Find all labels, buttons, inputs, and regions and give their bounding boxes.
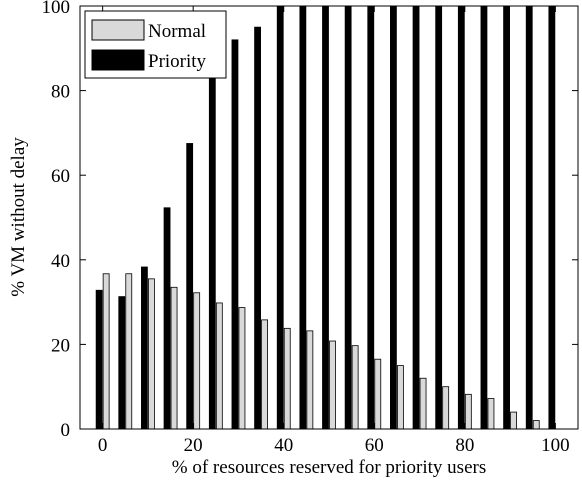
x-tick-label-40: 40 — [274, 435, 293, 456]
bar-normal-75 — [442, 386, 450, 430]
plot-frame — [79, 5, 579, 430]
x-tick-label-80: 80 — [455, 435, 474, 456]
x-tick-label-20: 20 — [184, 435, 203, 456]
legend-label-priority: Priority — [148, 51, 207, 72]
ticks-group: 0 20 40 60 80 100 0 20 40 60 80 100 — [42, 0, 578, 456]
bar-priority-90 — [503, 5, 510, 430]
bar-priority-65 — [390, 5, 397, 430]
x-tick-label-100: 100 — [541, 435, 570, 456]
bar-normal-40 — [283, 327, 291, 430]
y-tick-label-100: 100 — [42, 0, 71, 18]
bar-priority-55 — [344, 5, 352, 430]
bar-normal-25 — [215, 302, 223, 430]
bar-priority-5 — [118, 296, 126, 430]
y-axis-label: % VM without delay — [8, 137, 29, 297]
y-tick-label-60: 60 — [51, 166, 70, 187]
y-tick-label-0: 0 — [61, 420, 71, 441]
bar-priority-70 — [412, 5, 420, 430]
bar-normal-10 — [148, 278, 155, 430]
bar-priority-10 — [141, 266, 148, 430]
bar-priority-15 — [163, 207, 171, 430]
bar-normal-30 — [238, 307, 246, 430]
bar-normal-20 — [193, 292, 201, 430]
bar-normal-80 — [464, 393, 472, 430]
bar-normal-70 — [419, 377, 427, 430]
bar-priority-100 — [548, 5, 556, 430]
bar-normal-45 — [306, 330, 314, 430]
bar-priority-60 — [367, 5, 375, 430]
bar-priority-0 — [95, 289, 103, 430]
bar-priority-20 — [186, 143, 194, 430]
x-tick-label-60: 60 — [365, 435, 384, 456]
bar-normal-90 — [510, 411, 517, 430]
legend-swatch-normal — [91, 19, 145, 41]
bar-priority-35 — [254, 26, 261, 430]
bar-normal-15 — [170, 286, 178, 430]
bar-normal-60 — [374, 358, 382, 430]
bar-priority-30 — [231, 39, 239, 430]
legend-swatch-priority — [91, 49, 145, 71]
bar-priority-75 — [435, 5, 443, 430]
bar-normal-95 — [532, 420, 540, 430]
bar-priority-95 — [525, 5, 533, 430]
bar-priority-85 — [480, 5, 488, 430]
bar-normal-55 — [351, 345, 359, 430]
y-tick-label-20: 20 — [51, 335, 70, 356]
y-tick-label-40: 40 — [51, 251, 70, 272]
bar-priority-40 — [276, 5, 284, 430]
bar-priority-25 — [208, 76, 216, 430]
bar-priority-45 — [299, 5, 307, 430]
bar-normal-0 — [102, 273, 110, 430]
bar-normal-35 — [261, 319, 268, 430]
x-axis-label: % of resources reserved for priority use… — [172, 457, 486, 478]
bar-priority-80 — [457, 5, 465, 430]
legend-label-normal: Normal — [148, 21, 206, 42]
legend: Normal Priority — [84, 10, 227, 79]
bar-normal-65 — [397, 365, 404, 430]
bar-priority-50 — [322, 5, 329, 430]
bar-normal-5 — [125, 273, 133, 430]
x-tick-label-0: 0 — [98, 435, 108, 456]
bar-normal-50 — [329, 340, 336, 430]
bar-normal-85 — [487, 398, 495, 430]
y-tick-label-80: 80 — [51, 82, 70, 103]
